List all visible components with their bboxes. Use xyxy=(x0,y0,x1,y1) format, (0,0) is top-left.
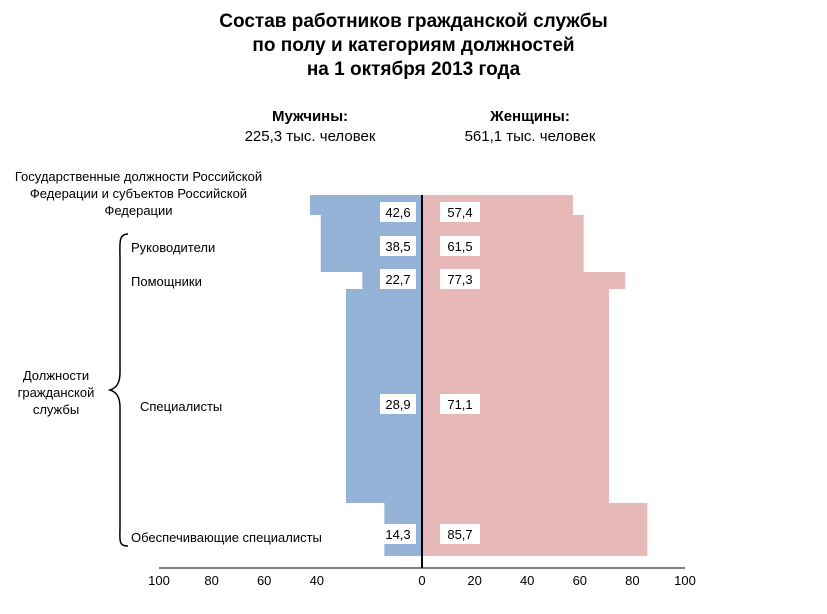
x-tick-left-80: 80 xyxy=(204,573,218,588)
men-label-box-heads xyxy=(380,236,416,256)
women-data-label-specialists: 71,1 xyxy=(447,397,472,412)
men-data-label-support-specialists: 14,3 xyxy=(385,527,410,542)
women-data-label-support-specialists: 85,7 xyxy=(447,527,472,542)
women-data-label-assistants: 77,3 xyxy=(447,272,472,287)
x-tick-right-20: 20 xyxy=(467,573,481,588)
category-label-assistants: Помощники xyxy=(131,274,202,289)
men-header: Мужчины: 225,3 тыс. человек xyxy=(190,107,430,147)
men-data-label-assistants: 22,7 xyxy=(385,272,410,287)
category-label-support-specialists: Обеспечивающие специалисты xyxy=(131,530,322,545)
title-line-1: Состав работников гражданской службы xyxy=(219,11,608,32)
men-label-box-support-specialists xyxy=(380,524,416,544)
women-label-box-support-specialists xyxy=(440,524,480,544)
women-data-label-state-positions: 57,4 xyxy=(447,205,472,220)
women-data-label-heads: 61,5 xyxy=(447,239,472,254)
men-label-box-assistants xyxy=(380,269,416,289)
x-tick-left-100: 100 xyxy=(148,573,170,588)
men-label: Мужчины: xyxy=(271,108,349,125)
men-data-label-specialists: 28,9 xyxy=(385,397,410,412)
group-brace xyxy=(107,233,129,547)
x-tick-left-60: 60 xyxy=(257,573,271,588)
title-line-2: по полу и категориям должностей xyxy=(252,35,575,56)
x-tick-left-40: 40 xyxy=(310,573,324,588)
chart-title: Состав работников гражданской службы по … xyxy=(0,10,827,82)
men-data-label-state-positions: 42,6 xyxy=(385,205,410,220)
category-label-state-positions: Государственные должности Российской Фед… xyxy=(14,169,263,218)
women-total: 561,1 тыс. человек xyxy=(464,128,596,145)
women-label-box-specialists xyxy=(440,394,480,414)
group-label-civil-service: Должности гражданской службы xyxy=(17,368,95,417)
women-label-box-heads xyxy=(440,236,480,256)
x-tick-right-60: 60 xyxy=(573,573,587,588)
data-labels: 42,6 57,4 38,5 61,5 22,7 77,3 28,9 71,1 14,3 85,7 xyxy=(380,202,480,544)
x-tick-right-40: 40 xyxy=(520,573,534,588)
title-line-3: на 1 октября 2013 года xyxy=(306,59,521,80)
men-data-label-heads: 38,5 xyxy=(385,239,410,254)
x-tick-right-0: 0 xyxy=(418,573,425,588)
category-label-heads: Руководители xyxy=(131,240,216,255)
x-tick-right-80: 80 xyxy=(625,573,639,588)
x-axis-ticks: 100 80 60 40 0 20 40 60 80 100 xyxy=(148,573,696,588)
men-total: 225,3 тыс. человек xyxy=(244,128,376,145)
women-label-box-state-positions xyxy=(440,202,480,222)
men-label-box-state-positions xyxy=(380,202,416,222)
x-tick-right-100: 100 xyxy=(674,573,696,588)
category-label-specialists: Специалисты xyxy=(140,399,223,414)
women-header: Женщины: 561,1 тыс. человек xyxy=(410,107,650,147)
women-label-box-assistants xyxy=(440,269,480,289)
men-label-box-specialists xyxy=(380,394,416,414)
women-label: Женщины: xyxy=(490,108,570,125)
